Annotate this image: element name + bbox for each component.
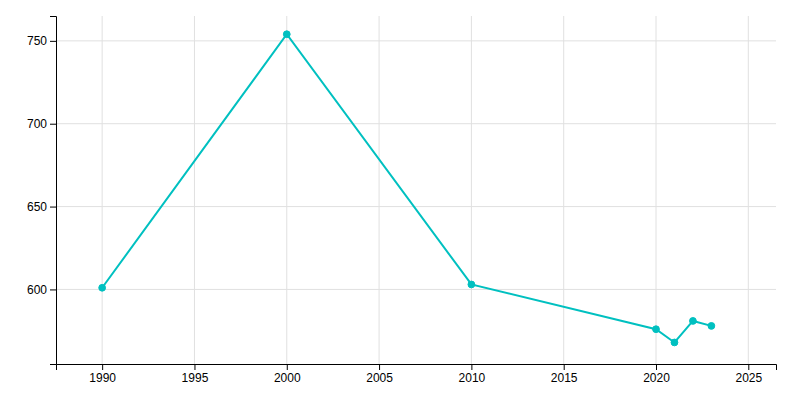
- x-grid-line: [656, 16, 657, 364]
- y-tick: 750: [27, 34, 56, 48]
- y-tick-label: 750: [27, 34, 47, 48]
- grid: [56, 16, 776, 364]
- x-tick-label: 2010: [459, 371, 486, 385]
- x-tick-label: 1990: [89, 371, 116, 385]
- x-grid-line: [471, 16, 472, 364]
- point: [653, 326, 660, 333]
- y-tick-label: 650: [27, 200, 47, 214]
- y-tick: 700: [27, 117, 56, 131]
- x-tick-label: 2015: [551, 371, 578, 385]
- x-axis-line: [57, 365, 777, 371]
- x-grid-line: [563, 16, 564, 364]
- x-tick-label: 2020: [643, 371, 670, 385]
- x-tick-label: 2000: [274, 371, 301, 385]
- plot-area: [99, 31, 715, 346]
- x-tick-label: 1995: [182, 371, 209, 385]
- x-tick: 1990: [89, 364, 116, 385]
- point: [690, 318, 697, 325]
- y-axis: 600 650 700 750: [27, 17, 57, 365]
- x-tick-mark: [287, 364, 288, 370]
- x-tick: 2010: [459, 364, 486, 385]
- x-tick-mark: [471, 364, 472, 370]
- x-tick: 2020: [643, 364, 670, 385]
- y-tick: 600: [27, 283, 56, 297]
- x-grid-line: [379, 16, 380, 364]
- x-grid-line: [194, 16, 195, 364]
- x-tick-label: 2005: [366, 371, 393, 385]
- x-tick: 2000: [274, 364, 301, 385]
- x-tick: 2025: [735, 364, 762, 385]
- y-grid-line: [56, 289, 776, 290]
- x-grid-line: [102, 16, 103, 364]
- x-tick: 2005: [366, 364, 393, 385]
- x-tick-label: 2025: [735, 371, 762, 385]
- point: [283, 31, 290, 38]
- y-tick-mark: [50, 41, 56, 42]
- x-tick-mark: [379, 364, 380, 370]
- y-tick-mark: [50, 124, 56, 125]
- y-grid-line: [56, 40, 776, 41]
- y-tick-label: 700: [27, 117, 47, 131]
- point: [468, 281, 475, 288]
- x-tick-mark: [194, 364, 195, 370]
- x-tick: 2015: [551, 364, 578, 385]
- y-tick-mark: [50, 207, 56, 208]
- x-grid-line: [286, 16, 287, 364]
- y-tick: 650: [27, 200, 56, 214]
- x-axis: 1990 1995 2000 2005 2010 2015 2020 2025: [57, 364, 777, 385]
- chart-container: 1990 1995 2000 2005 2010 2015 2020 2025 600 650 70…: [0, 0, 800, 400]
- y-axis-line: [50, 17, 57, 365]
- y-tick-label: 600: [27, 283, 47, 297]
- y-grid-line: [56, 123, 776, 124]
- x-tick-mark: [102, 364, 103, 370]
- point: [708, 323, 715, 330]
- y-grid-line: [56, 206, 776, 207]
- point: [671, 339, 678, 346]
- point: [99, 284, 106, 291]
- chart-svg: 1990 1995 2000 2005 2010 2015 2020 2025 600 650 70…: [0, 0, 800, 400]
- x-tick-mark: [564, 364, 565, 370]
- line: [102, 34, 711, 342]
- x-tick-mark: [748, 364, 749, 370]
- x-grid-line: [748, 16, 749, 364]
- y-tick-mark: [50, 289, 56, 290]
- x-tick-mark: [656, 364, 657, 370]
- x-tick: 1995: [182, 364, 209, 385]
